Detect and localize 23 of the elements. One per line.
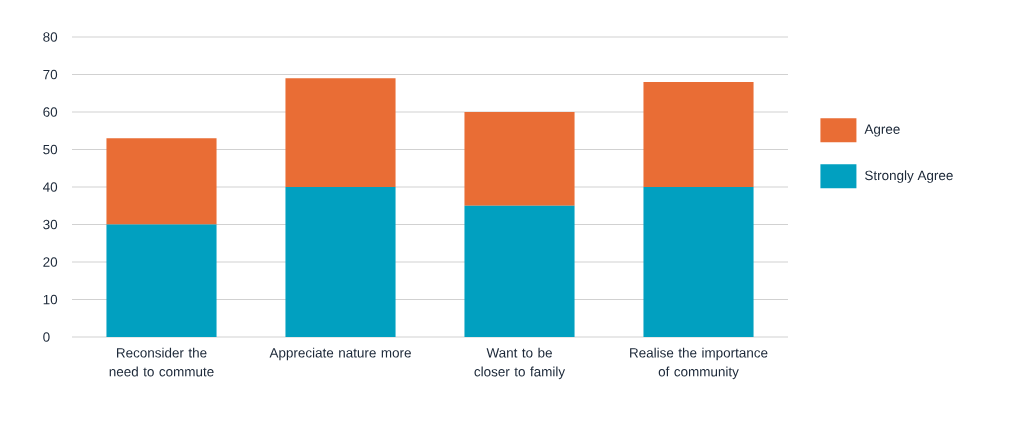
bar <box>106 224 217 337</box>
y-tick-label: 40 <box>43 182 58 192</box>
bar <box>285 187 396 337</box>
x-tick-label: Realise the importance of community <box>630 347 768 380</box>
legend-label: Strongly Agree <box>865 170 953 183</box>
y-tick-label: 20 <box>43 257 58 267</box>
bar <box>464 112 575 206</box>
y-tick-label: 10 <box>43 294 58 305</box>
x-tick-label: Want to be closer to family <box>474 347 566 380</box>
bar <box>106 138 217 225</box>
legend-label: Agree <box>864 124 900 137</box>
y-tick-label: 50 <box>43 144 58 155</box>
bar <box>285 78 396 187</box>
y-tick-label: 60 <box>43 107 58 117</box>
y-tick-label: 30 <box>43 219 58 230</box>
x-tick-label: Reconsider the need to commute <box>109 347 214 377</box>
x-tick-label: Appreciate nature more <box>269 347 411 361</box>
y-tick-label: 70 <box>43 69 58 80</box>
y-tick-label: 80 <box>43 32 58 42</box>
bar <box>643 187 754 337</box>
bar <box>464 205 575 337</box>
bar <box>643 82 754 187</box>
y-tick-label: 0 <box>43 332 50 342</box>
